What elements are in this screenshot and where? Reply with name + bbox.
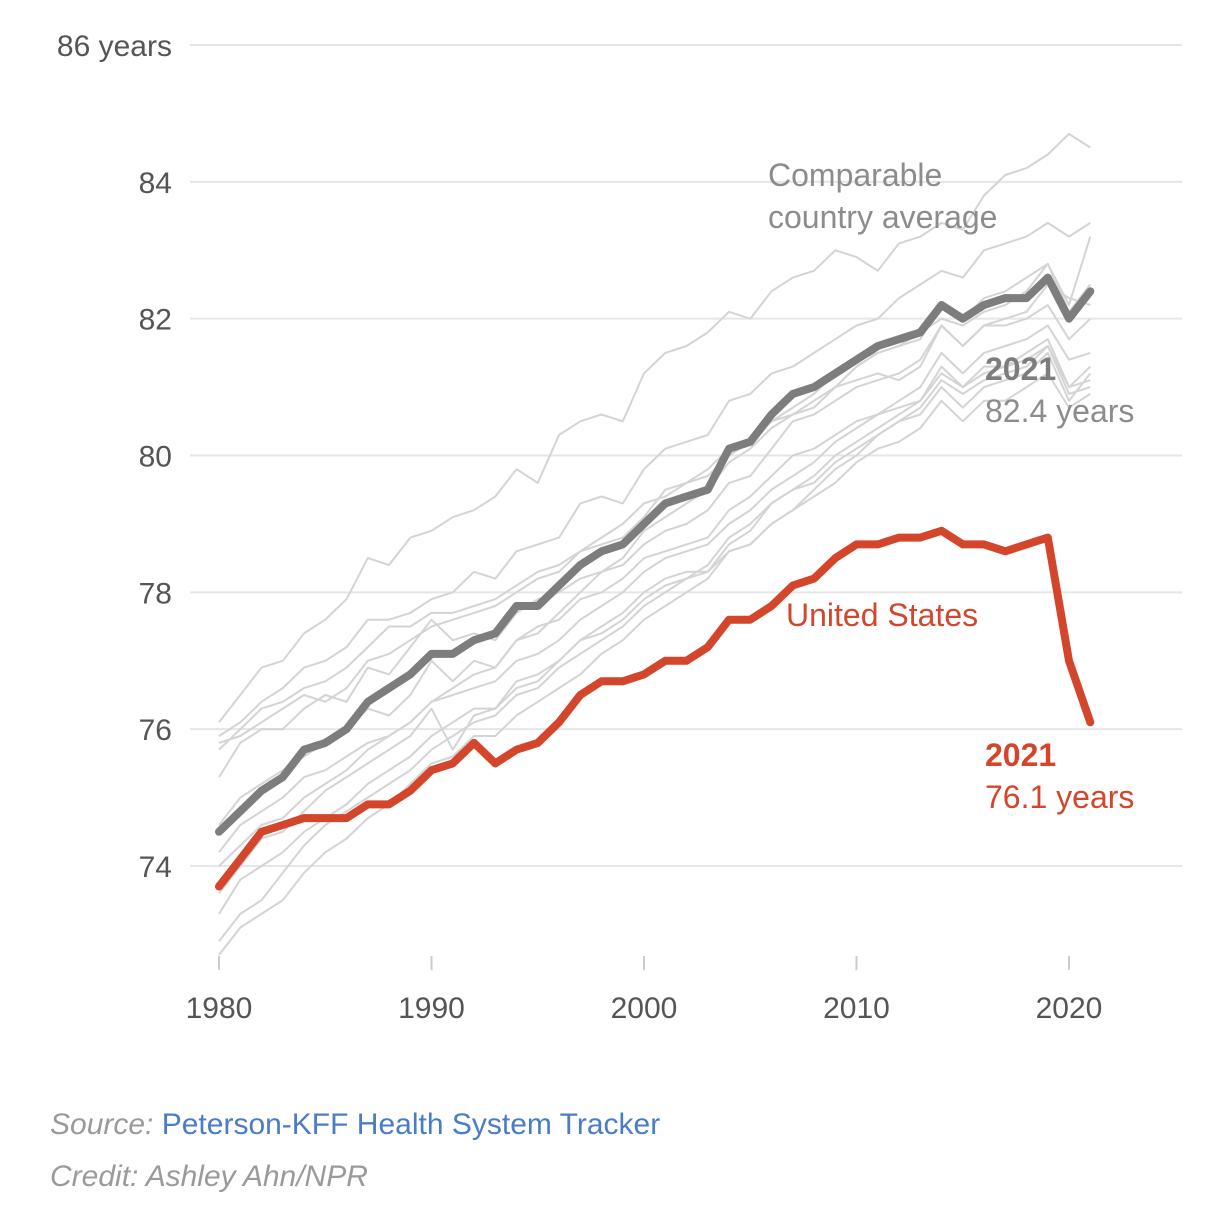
x-tick-label: 1990 [398,992,465,1025]
country-line-12 [218,283,1091,867]
comparable-end-year: 2021 [985,351,1056,387]
y-tick-label: 84 [139,167,172,200]
country-line-11 [218,351,1092,956]
credit-line: Credit: Ashley Ahn/NPR [50,1160,368,1193]
country-line-9 [218,345,1091,915]
source-prefix: Source: [50,1108,154,1141]
x-tick-label: 1980 [186,992,253,1025]
country-line-2 [218,221,1091,737]
y-tick-label: 78 [139,577,172,610]
x-axis: 1980 1990 2000 2010 2020 [186,956,1103,1025]
united-states-line [215,526,1095,891]
us-label: United States [786,597,978,633]
y-tick-label: 76 [139,714,172,747]
comparable-label-line2: country average [768,199,997,235]
x-tick-label: 2020 [1036,992,1103,1025]
us-end-year: 2021 [985,737,1056,773]
country-line-6 [218,324,1091,826]
y-tick-label: 80 [139,441,172,474]
country-line-4 [218,262,1092,744]
comparable-label-line1: Comparable [768,157,942,193]
x-tick-label: 2000 [611,992,678,1025]
country-line-7 [218,338,1091,853]
y-tick-label: 86 years [57,30,172,63]
life-expectancy-chart: 74 76 78 80 82 84 86 years 1980 1990 2000 2010 202… [57,30,1182,1025]
us-end-value: 76.1 years [985,779,1134,815]
country-line-1 [218,132,1091,723]
y-tick-label: 74 [139,851,172,884]
y-axis-ticks: 74 76 78 80 82 84 86 years [57,30,172,884]
country-lines [218,132,1092,956]
source-line: Source: Peterson-KFF Health System Track… [50,1108,660,1142]
country-line-8 [218,345,1091,895]
comparable-country-average-line [215,273,1095,836]
comparable-end-value: 82.4 years [985,393,1134,429]
x-tick-label: 2010 [823,992,890,1025]
source-link[interactable]: Peterson-KFF Health System Tracker [161,1108,661,1141]
annotations: Comparable country average 2021 82.4 yea… [768,157,1134,815]
country-line-10 [218,372,1091,942]
highlight-lines [215,273,1095,891]
y-tick-label: 82 [139,304,172,337]
